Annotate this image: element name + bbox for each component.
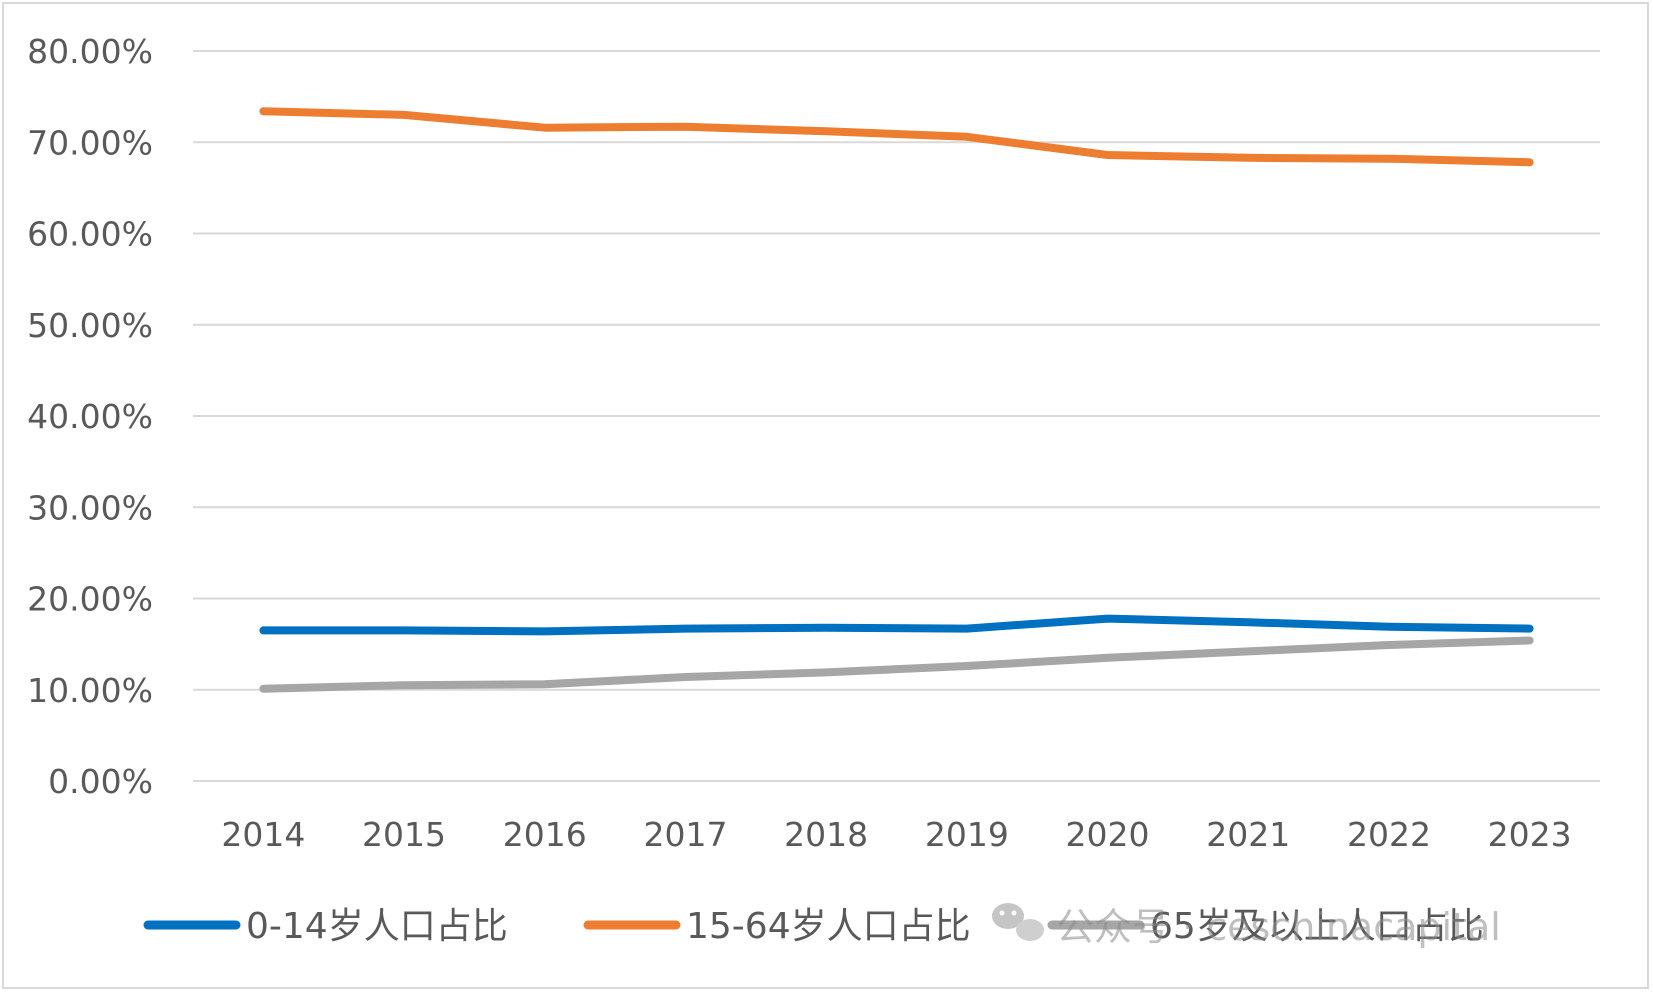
x-tick-label: 2022 xyxy=(1347,815,1431,854)
y-tick-label: 60.00% xyxy=(27,215,153,254)
x-axis-tick-labels: 2014 2015 2016 2017 2018 2019 2020 2021 2022 2023 xyxy=(221,815,1571,854)
legend-label: 15-64岁人口占比 xyxy=(686,906,971,947)
x-tick-label: 2015 xyxy=(362,815,446,854)
x-tick-label: 2023 xyxy=(1488,815,1572,854)
series-lines xyxy=(259,107,1534,693)
x-tick-label: 2021 xyxy=(1206,815,1290,854)
x-tick-label: 2020 xyxy=(1066,815,1150,854)
y-tick-label: 10.00% xyxy=(27,671,153,710)
x-tick-label: 2016 xyxy=(503,815,587,854)
y-tick-label: 80.00% xyxy=(27,32,153,71)
y-tick-label: 70.00% xyxy=(27,123,153,162)
watermark: 公众号 · ceschinacapital xyxy=(992,903,1501,949)
x-tick-label: 2018 xyxy=(784,815,868,854)
legend-label: 65岁及以上人口占比 xyxy=(1150,906,1484,947)
watermark-text: 公众号 · ceschinacapital xyxy=(1056,905,1501,949)
wechat-icon xyxy=(992,903,1044,941)
y-tick-label: 20.00% xyxy=(27,580,153,619)
x-tick-label: 2017 xyxy=(643,815,727,854)
x-tick-label: 2019 xyxy=(925,815,1009,854)
y-tick-label: 50.00% xyxy=(27,306,153,345)
series-line-2 xyxy=(259,636,1534,693)
y-tick-label: 0.00% xyxy=(48,762,153,801)
y-axis-tick-labels: 0.00% 10.00% 20.00% 30.00% 40.00% 50.00% 60.00… xyxy=(27,32,153,801)
series-line-0 xyxy=(259,614,1534,636)
y-tick-label: 30.00% xyxy=(27,488,153,527)
x-tick-label: 2014 xyxy=(221,815,305,854)
grid-lines xyxy=(193,50,1600,782)
series-line-1 xyxy=(259,107,1534,167)
y-tick-label: 40.00% xyxy=(27,397,153,436)
legend: 0-14岁人口占比 15-64岁人口占比 65岁及以上人口占比 xyxy=(143,906,1484,947)
legend-label: 0-14岁人口占比 xyxy=(246,906,508,947)
